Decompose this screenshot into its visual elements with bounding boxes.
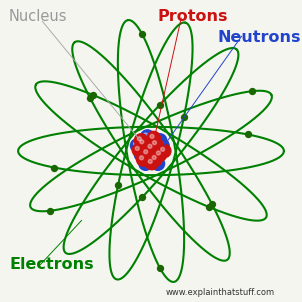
Circle shape [161, 147, 165, 151]
Circle shape [148, 159, 152, 163]
Text: Electrons: Electrons [9, 257, 94, 272]
Circle shape [146, 155, 150, 159]
Circle shape [140, 156, 143, 160]
Text: Neutrons: Neutrons [217, 30, 301, 45]
Circle shape [137, 151, 141, 155]
Circle shape [143, 152, 156, 165]
Circle shape [158, 144, 171, 158]
Point [157, 102, 162, 107]
Circle shape [149, 138, 163, 151]
Point [246, 132, 250, 137]
Circle shape [130, 139, 144, 152]
Point [182, 115, 186, 120]
Circle shape [153, 134, 167, 147]
Circle shape [150, 149, 154, 153]
Point [249, 89, 254, 94]
Circle shape [140, 140, 144, 144]
Circle shape [133, 142, 137, 146]
Circle shape [145, 156, 159, 170]
Text: www.explainthatstuff.com: www.explainthatstuff.com [166, 288, 275, 297]
Circle shape [134, 148, 148, 161]
Point [157, 265, 162, 270]
Point [209, 201, 214, 206]
Circle shape [134, 134, 148, 147]
Circle shape [156, 139, 169, 152]
Circle shape [135, 146, 139, 150]
Circle shape [147, 131, 160, 145]
Circle shape [145, 141, 158, 155]
Circle shape [146, 139, 150, 143]
Circle shape [141, 130, 154, 143]
Circle shape [154, 146, 158, 150]
Circle shape [144, 150, 148, 154]
Circle shape [144, 133, 148, 137]
Circle shape [141, 147, 154, 160]
Circle shape [151, 143, 165, 156]
Point [91, 93, 95, 98]
Circle shape [148, 144, 152, 148]
Point [116, 182, 120, 187]
Circle shape [153, 141, 156, 145]
Text: Nucleus: Nucleus [9, 9, 68, 24]
Circle shape [149, 153, 162, 166]
Circle shape [132, 143, 146, 157]
Point [207, 204, 211, 209]
Circle shape [139, 142, 152, 155]
Circle shape [150, 134, 154, 138]
Point [48, 208, 53, 213]
Circle shape [154, 160, 158, 164]
Circle shape [153, 148, 167, 161]
Circle shape [142, 160, 146, 164]
Point [140, 32, 145, 37]
Circle shape [159, 142, 163, 146]
Circle shape [137, 137, 141, 141]
Circle shape [143, 136, 156, 149]
Point [140, 195, 145, 200]
Circle shape [137, 153, 150, 166]
Point [52, 165, 56, 170]
Circle shape [137, 137, 150, 150]
Circle shape [139, 157, 152, 170]
Circle shape [142, 145, 146, 149]
Text: Protons: Protons [157, 9, 227, 24]
Point [88, 96, 93, 101]
Circle shape [156, 151, 160, 155]
Circle shape [147, 146, 160, 160]
Circle shape [156, 137, 160, 141]
Circle shape [152, 156, 156, 159]
Circle shape [151, 157, 165, 170]
